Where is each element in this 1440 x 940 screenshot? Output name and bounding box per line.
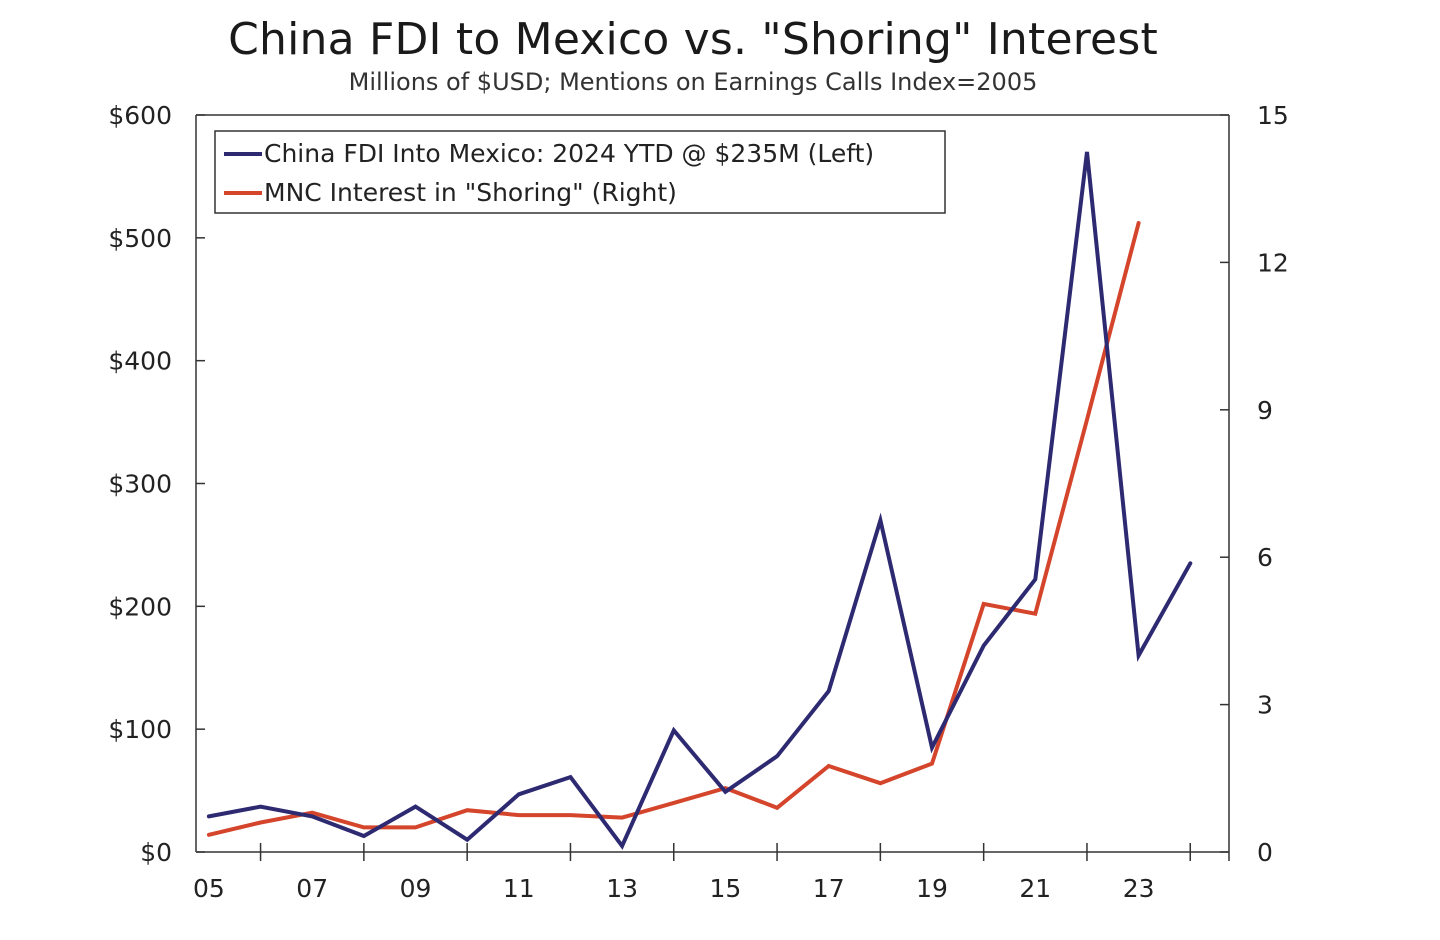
y-right-tick-label: 15 bbox=[1257, 101, 1289, 130]
x-tick-label: 21 bbox=[1019, 874, 1051, 903]
y-left-tick-label: $200 bbox=[108, 592, 172, 621]
x-tick-label: 23 bbox=[1123, 874, 1155, 903]
legend-label-shoring: MNC Interest in "Shoring" (Right) bbox=[264, 178, 677, 207]
x-tick-label: 13 bbox=[606, 874, 638, 903]
chart-axes: $0 $100 $200 $300 $400 $500 $600 0 3 6 9 12 15 05 07 09… bbox=[108, 101, 1288, 903]
y-left-tick-label: $500 bbox=[108, 224, 172, 253]
x-tick-label: 15 bbox=[710, 874, 742, 903]
x-tick-label: 19 bbox=[916, 874, 948, 903]
x-tick-label: 05 bbox=[193, 874, 225, 903]
x-tick-label: 07 bbox=[296, 874, 328, 903]
y-right-tick-label: 6 bbox=[1257, 543, 1273, 572]
y-left-tick-label: $0 bbox=[140, 838, 172, 867]
chart-legend: China FDI Into Mexico: 2024 YTD @ $235M … bbox=[214, 130, 946, 214]
chart-subtitle: Millions of $USD; Mentions on Earnings C… bbox=[348, 68, 1038, 96]
y-right-tick-label: 0 bbox=[1257, 838, 1273, 867]
legend-label-fdi: China FDI Into Mexico: 2024 YTD @ $235M … bbox=[264, 139, 874, 168]
chart-title: China FDI to Mexico vs. "Shoring" Intere… bbox=[228, 14, 1158, 65]
x-tick-label: 09 bbox=[400, 874, 432, 903]
y-left-tick-label: $300 bbox=[108, 470, 172, 499]
y-left-tick-label: $400 bbox=[108, 347, 172, 376]
y-left-tick-label: $600 bbox=[108, 101, 172, 130]
x-tick-label: 11 bbox=[503, 874, 535, 903]
x-tick-label: 17 bbox=[813, 874, 845, 903]
series-line-fdi bbox=[206, 151, 1193, 850]
series-line-shoring bbox=[206, 221, 1141, 837]
y-right-tick-label: 12 bbox=[1257, 248, 1289, 277]
y-right-tick-label: 3 bbox=[1257, 691, 1273, 720]
legend-box bbox=[214, 130, 946, 214]
y-left-tick-label: $100 bbox=[108, 715, 172, 744]
y-right-tick-label: 9 bbox=[1257, 396, 1273, 425]
chart-series bbox=[206, 151, 1193, 850]
